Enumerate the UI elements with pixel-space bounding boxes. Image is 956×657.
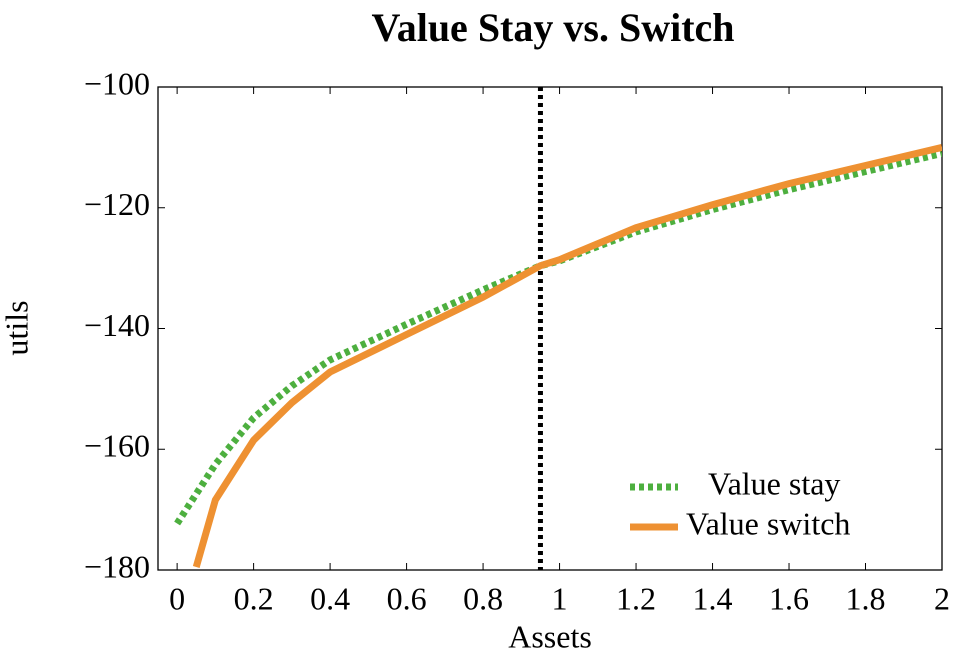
line-series xyxy=(192,143,942,568)
plot-area xyxy=(174,87,942,570)
y-axis-label: utils xyxy=(0,300,34,355)
y-tick-label: −160 xyxy=(84,428,150,464)
x-tick-label: 0.8 xyxy=(463,580,503,616)
x-tick-label: 1 xyxy=(552,580,568,616)
x-tick-label: 0.6 xyxy=(387,580,427,616)
x-tick-label: 0.4 xyxy=(310,580,350,616)
y-tick-label: −180 xyxy=(84,548,150,584)
y-tick-label: −120 xyxy=(84,186,150,222)
x-axis-label: Assets xyxy=(508,618,592,654)
x-tick-label: 1.6 xyxy=(769,580,809,616)
y-tick-label: −140 xyxy=(84,307,150,343)
chart-title: Value Stay vs. Switch xyxy=(371,5,734,50)
x-tick-label: 0.2 xyxy=(234,580,274,616)
x-tick-label: 0 xyxy=(169,580,185,616)
x-tick-label: 1.8 xyxy=(846,580,886,616)
x-tick-label: 1.4 xyxy=(693,580,733,616)
legend-label: Value stay xyxy=(708,465,840,501)
legend-label: Value switch xyxy=(686,505,850,541)
x-tick-label: 2 xyxy=(934,580,950,616)
y-tick-label: −100 xyxy=(84,65,150,101)
x-tick-label: 1.2 xyxy=(616,580,656,616)
